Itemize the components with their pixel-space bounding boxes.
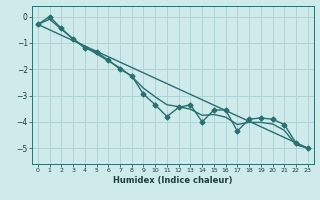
X-axis label: Humidex (Indice chaleur): Humidex (Indice chaleur) bbox=[113, 176, 233, 185]
